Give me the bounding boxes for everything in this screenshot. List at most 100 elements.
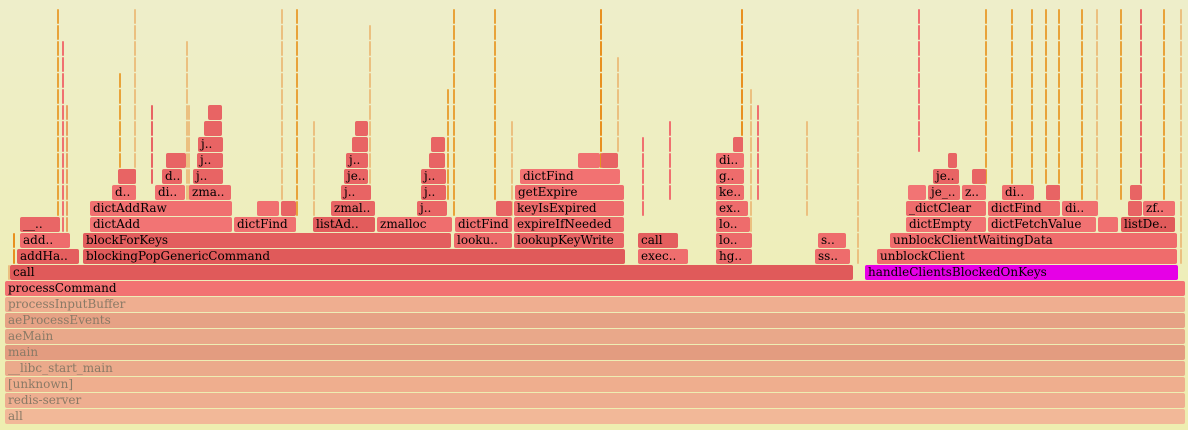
thin-frame[interactable]	[57, 105, 59, 120]
thin-frame[interactable]	[750, 201, 752, 216]
thin-frame[interactable]	[1031, 89, 1033, 104]
frame-unknown[interactable]: [unknown]	[5, 377, 1185, 392]
thin-frame[interactable]	[1180, 89, 1182, 104]
thin-frame[interactable]	[296, 89, 298, 104]
thin-frame[interactable]	[642, 185, 644, 200]
thin-frame[interactable]	[1163, 105, 1165, 120]
thin-frame[interactable]	[1180, 57, 1182, 72]
thin-frame[interactable]	[985, 9, 987, 24]
thin-frame[interactable]	[186, 73, 188, 88]
frame-ex[interactable]: ex..	[716, 201, 748, 216]
thin-frame[interactable]	[369, 121, 371, 136]
thin-frame[interactable]	[1180, 137, 1182, 152]
thin-frame[interactable]	[1096, 105, 1098, 120]
thin-frame[interactable]	[1120, 73, 1122, 88]
thin-frame[interactable]	[134, 9, 136, 24]
thin-frame[interactable]	[985, 137, 987, 152]
thin-frame[interactable]	[1045, 169, 1047, 184]
thin-frame[interactable]	[62, 153, 64, 168]
thin-frame[interactable]	[57, 137, 59, 152]
thin-frame[interactable]	[188, 121, 190, 136]
unlabeled-frame[interactable]	[1098, 217, 1118, 232]
thin-frame[interactable]	[600, 73, 602, 88]
thin-frame[interactable]	[494, 137, 496, 152]
thin-frame[interactable]	[494, 73, 496, 88]
thin-frame[interactable]	[1081, 41, 1083, 56]
thin-frame[interactable]	[741, 121, 743, 136]
thin-frame[interactable]	[119, 153, 121, 168]
thin-frame[interactable]	[857, 137, 859, 152]
thin-frame[interactable]	[857, 153, 859, 168]
frame-ke[interactable]: ke..	[716, 185, 744, 200]
thin-frame[interactable]	[757, 121, 759, 136]
thin-frame[interactable]	[369, 73, 371, 88]
thin-frame[interactable]	[1140, 25, 1142, 40]
unlabeled-frame[interactable]	[496, 201, 512, 216]
thin-frame[interactable]	[296, 185, 298, 200]
thin-frame[interactable]	[494, 41, 496, 56]
thin-frame[interactable]	[1081, 105, 1083, 120]
thin-frame[interactable]	[8, 265, 10, 280]
unlabeled-frame[interactable]	[948, 153, 957, 168]
thin-frame[interactable]	[1058, 57, 1060, 72]
thin-frame[interactable]	[119, 137, 121, 152]
thin-frame[interactable]	[1058, 9, 1060, 24]
thin-frame[interactable]	[186, 57, 188, 72]
frame-dictfetchvalue[interactable]: dictFetchValue	[988, 217, 1096, 232]
thin-frame[interactable]	[741, 25, 743, 40]
thin-frame[interactable]	[186, 185, 188, 200]
thin-frame[interactable]	[57, 185, 59, 200]
thin-frame[interactable]	[750, 89, 752, 104]
thin-frame[interactable]	[453, 41, 455, 56]
thin-frame[interactable]	[1120, 121, 1122, 136]
thin-frame[interactable]	[642, 169, 644, 184]
thin-frame[interactable]	[369, 169, 371, 184]
thin-frame[interactable]	[134, 73, 136, 88]
thin-frame[interactable]	[186, 41, 188, 56]
thin-frame[interactable]	[1096, 57, 1098, 72]
thin-frame[interactable]	[1058, 73, 1060, 88]
frame-getexpire[interactable]: getExpire	[515, 185, 624, 200]
thin-frame[interactable]	[1045, 9, 1047, 24]
thin-frame[interactable]	[600, 9, 602, 24]
thin-frame[interactable]	[447, 105, 449, 120]
thin-frame[interactable]	[296, 41, 298, 56]
thin-frame[interactable]	[600, 25, 602, 40]
thin-frame[interactable]	[1180, 201, 1182, 216]
thin-frame[interactable]	[985, 169, 987, 184]
thin-frame[interactable]	[1031, 121, 1033, 136]
thin-frame[interactable]	[281, 57, 283, 72]
thin-frame[interactable]	[757, 185, 759, 200]
frame-processinputbuffer[interactable]: processInputBuffer	[5, 297, 1185, 312]
thin-frame[interactable]	[453, 201, 455, 216]
thin-frame[interactable]	[617, 121, 619, 136]
thin-frame[interactable]	[617, 57, 619, 72]
thin-frame[interactable]	[1180, 233, 1182, 248]
frame-zf[interactable]: zf..	[1143, 201, 1175, 216]
frame-keyisexpired[interactable]: keyIsExpired	[514, 201, 624, 216]
thin-frame[interactable]	[281, 9, 283, 24]
unlabeled-frame[interactable]	[208, 105, 222, 120]
frame-lo[interactable]: lo..	[716, 217, 750, 232]
thin-frame[interactable]	[1120, 89, 1122, 104]
thin-frame[interactable]	[806, 121, 808, 136]
thin-frame[interactable]	[857, 121, 859, 136]
thin-frame[interactable]	[806, 137, 808, 152]
thin-frame[interactable]	[511, 137, 513, 152]
thin-frame[interactable]	[1180, 41, 1182, 56]
thin-frame[interactable]	[1140, 9, 1142, 24]
thin-frame[interactable]	[1058, 121, 1060, 136]
unlabeled-frame[interactable]	[429, 153, 445, 168]
thin-frame[interactable]	[857, 25, 859, 40]
thin-frame[interactable]	[1163, 137, 1165, 152]
thin-frame[interactable]	[857, 57, 859, 72]
thin-frame[interactable]	[1058, 137, 1060, 152]
thin-frame[interactable]	[511, 201, 513, 216]
frame-je[interactable]: je..	[344, 169, 368, 184]
thin-frame[interactable]	[66, 121, 68, 136]
thin-frame[interactable]	[151, 137, 153, 152]
thin-frame[interactable]	[750, 153, 752, 168]
frame-j[interactable]: j..	[198, 137, 223, 152]
thin-frame[interactable]	[447, 137, 449, 152]
thin-frame[interactable]	[857, 73, 859, 88]
